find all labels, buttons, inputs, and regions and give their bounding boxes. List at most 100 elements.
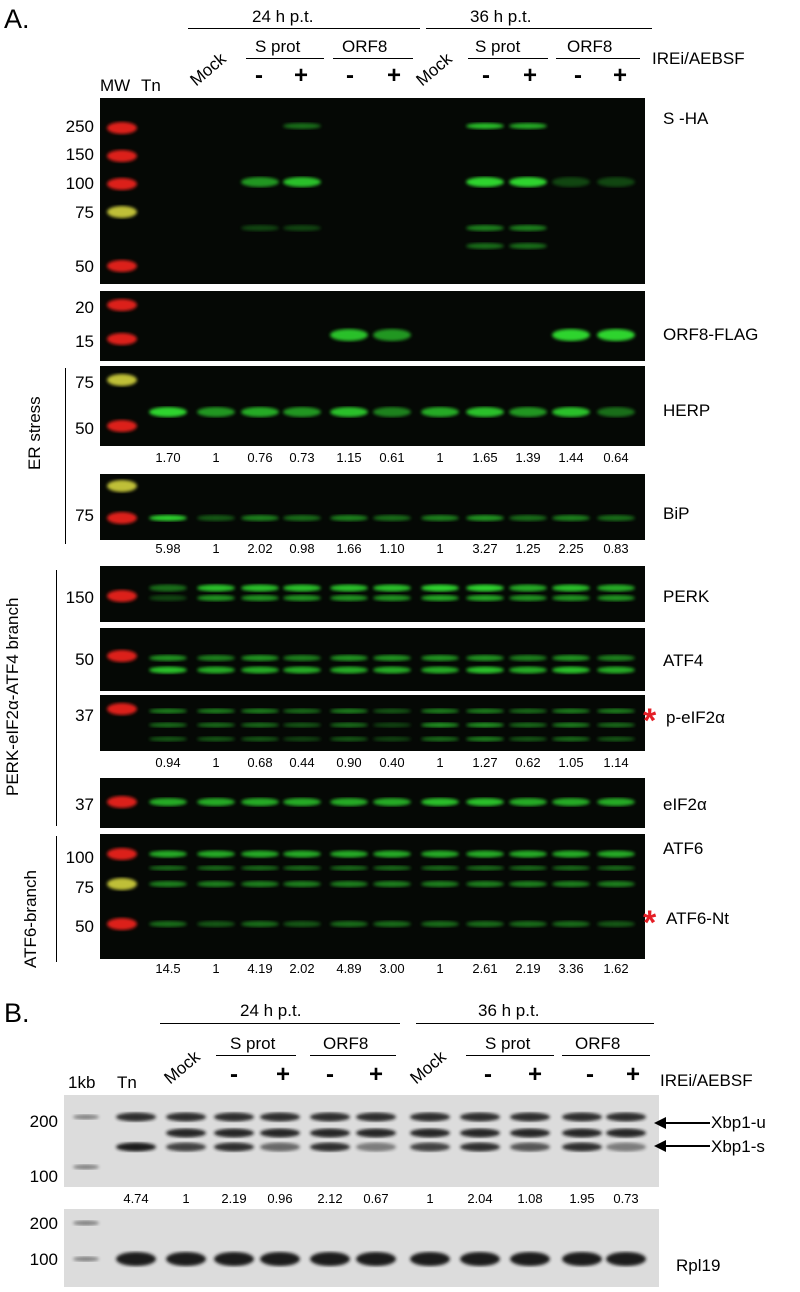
band <box>552 666 590 674</box>
band <box>241 177 279 187</box>
quant-value: 1.08 <box>517 1191 543 1206</box>
band <box>466 666 504 674</box>
quant-value: 0.61 <box>379 450 405 465</box>
gel-rpl19 <box>64 1209 659 1287</box>
band <box>283 123 321 129</box>
band <box>197 881 235 887</box>
sign-minus: - <box>482 62 490 89</box>
band <box>410 1252 450 1266</box>
quant-value: 4.89 <box>336 961 362 976</box>
band <box>510 1142 550 1152</box>
band <box>421 850 459 858</box>
band <box>373 655 411 661</box>
mw-label: 100 <box>29 1250 58 1269</box>
sign-minus: - <box>346 62 354 89</box>
band <box>466 798 504 806</box>
band <box>597 881 635 887</box>
band <box>466 865 504 871</box>
mw-label: 150 <box>65 588 94 607</box>
blot-bip <box>100 474 645 540</box>
marker-band <box>107 650 137 662</box>
quant-value: 0.40 <box>379 755 405 770</box>
band <box>466 722 504 728</box>
quant-value: 2.25 <box>558 541 584 556</box>
quant-value: 0.62 <box>515 755 541 770</box>
band <box>373 921 411 927</box>
group-s-prot-36: S prot <box>475 37 521 56</box>
band <box>421 708 459 714</box>
marker-band <box>73 1114 99 1120</box>
mw-label: 100 <box>29 1167 58 1186</box>
group-s-prot-36-b: S prot <box>485 1034 531 1053</box>
group-orf8-36-b: ORF8 <box>575 1034 621 1053</box>
blot-label-eif2a: eIF2α <box>663 795 707 814</box>
band <box>509 736 547 742</box>
band <box>552 921 590 927</box>
quant-value: 3.36 <box>558 961 584 976</box>
quant-value: 2.61 <box>472 961 498 976</box>
band <box>562 1128 602 1138</box>
band <box>460 1112 500 1122</box>
blot-atf4 <box>100 628 645 691</box>
band <box>283 666 321 674</box>
marker-band <box>73 1220 99 1226</box>
band <box>509 515 547 521</box>
marker-band <box>107 178 137 190</box>
band <box>421 584 459 592</box>
band <box>597 708 635 714</box>
lane-label-mock-36-b: Mock <box>406 1047 450 1088</box>
band <box>330 595 368 601</box>
band <box>241 407 279 417</box>
lane-label-mock-24: Mock <box>186 49 230 90</box>
band <box>373 595 411 601</box>
quant-value: 1.15 <box>336 450 362 465</box>
time-line-24h <box>188 28 420 29</box>
blot-label-bip: BiP <box>663 504 690 523</box>
marker-band <box>107 206 137 218</box>
blot-herp <box>100 366 645 446</box>
marker-band <box>107 333 137 345</box>
band <box>149 850 187 858</box>
quant-value: 1 <box>212 961 220 976</box>
band <box>330 798 368 806</box>
sign-plus: + <box>276 1061 291 1088</box>
band <box>460 1142 500 1152</box>
band <box>283 407 321 417</box>
band <box>410 1142 450 1152</box>
lane-label-tn-b: Tn <box>117 1073 137 1092</box>
band <box>310 1128 350 1138</box>
band <box>149 865 187 871</box>
band <box>116 1142 156 1152</box>
band <box>421 736 459 742</box>
band <box>510 1128 550 1138</box>
band <box>373 865 411 871</box>
band <box>149 881 187 887</box>
band <box>373 708 411 714</box>
sign-minus: - <box>586 1061 594 1088</box>
side-label-perk-branch: PERK-eIF2α-ATF4 branch <box>3 597 22 796</box>
band <box>330 708 368 714</box>
band <box>197 584 235 592</box>
time-line-24h-b <box>160 1023 400 1024</box>
lane-label-mock-36: Mock <box>412 49 456 90</box>
quant-value: 1.10 <box>379 541 405 556</box>
band <box>214 1252 254 1266</box>
mw-label: 50 <box>75 257 94 276</box>
band <box>606 1112 646 1122</box>
band <box>149 655 187 661</box>
band <box>241 865 279 871</box>
marker-band <box>107 918 137 930</box>
band <box>421 881 459 887</box>
panel-b-letter: B. <box>4 998 30 1028</box>
band <box>149 708 187 714</box>
band <box>197 708 235 714</box>
band <box>283 722 321 728</box>
quant-value: 3.27 <box>472 541 498 556</box>
time-line-36h-b <box>416 1023 654 1024</box>
gel-label-rpl19: Rpl19 <box>676 1256 721 1275</box>
quant-value: 5.98 <box>155 541 181 556</box>
bracket-atf6 <box>56 836 57 962</box>
marker-band <box>73 1164 99 1170</box>
mw-label: 75 <box>75 506 94 525</box>
band <box>552 798 590 806</box>
